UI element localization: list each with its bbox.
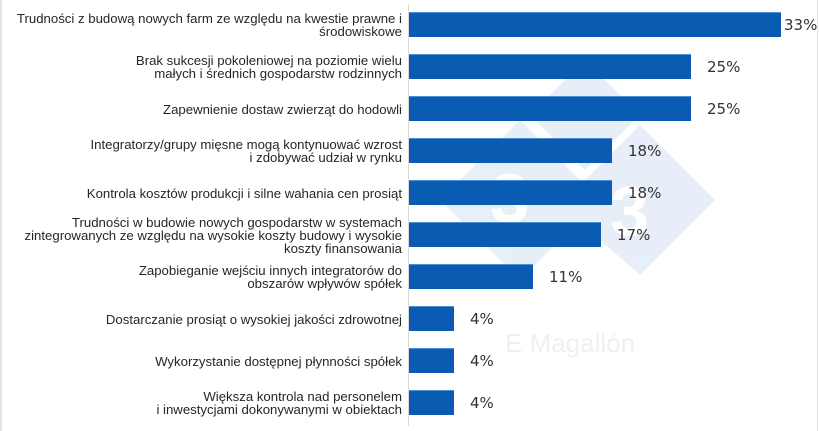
bar-row: Trudności z budową nowych farm ze względ… [0,4,820,46]
bar-row: Zapobieganie wejściu innych integratorów… [0,256,820,298]
category-label: Wykorzystanie dostępnej płynności spółek [155,353,402,369]
bar[interactable] [409,54,691,79]
value-label: 18% [628,184,662,202]
category-label: Zapobieganie wejściu innych integratorów… [138,263,402,291]
category-label: Integratorzy/grupy mięsne mogą kontynuow… [90,137,402,165]
category-label: Zapewnienie dostaw zwierząt do hodowli [163,101,402,117]
bar-row: Trudności w budowie nowych gospodarstw w… [0,214,820,256]
bar-row: Integratorzy/grupy mięsne mogą kontynuow… [0,130,820,172]
value-label: 4% [470,352,494,370]
value-label: 25% [707,58,741,76]
category-label: Brak sukcesji pokoleniowej na poziomie w… [135,53,402,81]
bar[interactable] [409,180,612,205]
bar-row: Dostarczanie prosiąt o wysokiej jakości … [0,298,820,340]
value-label: 25% [707,100,741,118]
frame-right-border [817,0,818,431]
bar[interactable] [409,96,691,121]
category-label: Kontrola kosztów produkcji i silne wahan… [86,185,402,201]
value-label: 17% [617,226,651,244]
bar[interactable] [409,390,454,415]
bar-row: Kontrola kosztów produkcji i silne wahan… [0,172,820,214]
bar[interactable] [409,138,612,163]
category-label: Dostarczanie prosiąt o wysokiej jakości … [105,311,402,327]
category-label: Większa kontrola nad personelem i inwest… [156,389,402,417]
frame-left-border [0,0,2,431]
value-label: 11% [549,268,583,286]
value-label: 4% [470,394,494,412]
bar-row: Większa kontrola nad personelem i inwest… [0,382,820,424]
value-label: 33% [784,16,818,34]
category-label: Trudności w budowie nowych gospodarstw w… [24,214,403,256]
value-label: 18% [628,142,662,160]
value-label: 4% [470,310,494,328]
bar[interactable] [409,306,454,331]
category-label: Trudności z budową nowych farm ze względ… [16,11,402,39]
bar[interactable] [409,264,533,289]
bar-row: Brak sukcesji pokoleniowej na poziomie w… [0,46,820,88]
y-axis-line [408,4,409,426]
bar[interactable] [409,348,454,373]
bar-row: Wykorzystanie dostępnej płynności spółek… [0,340,820,382]
bar[interactable] [409,222,601,247]
bar-row: Zapewnienie dostaw zwierząt do hodowli 2… [0,88,820,130]
bar[interactable] [409,12,781,37]
